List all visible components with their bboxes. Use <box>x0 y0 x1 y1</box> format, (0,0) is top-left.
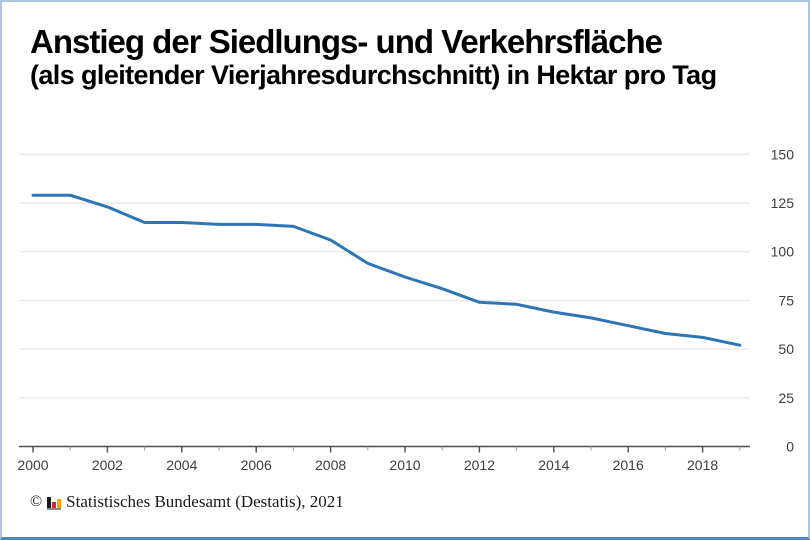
y-axis-tick-label: 75 <box>778 292 794 308</box>
y-axis-tick-label: 25 <box>778 390 794 406</box>
y-axis-tick-label: 150 <box>771 146 795 162</box>
y-axis-tick-label: 125 <box>771 195 795 211</box>
x-axis-tick-label: 2012 <box>464 457 495 473</box>
chart-header: Anstieg der Siedlungs- und Verkehrsfläch… <box>30 23 717 91</box>
y-axis-tick-label: 0 <box>786 439 794 455</box>
logo-bar-red <box>52 501 57 508</box>
page-title: Anstieg der Siedlungs- und Verkehrsfläch… <box>30 23 663 60</box>
source-attribution: © Statistisches Bundesamt (Destatis), 20… <box>30 492 344 512</box>
copyright-symbol: © <box>30 493 43 510</box>
x-axis-tick-label: 2002 <box>92 457 123 473</box>
destatis-logo-icon <box>47 495 62 510</box>
page-subtitle: (als gleitender Vierjahresdurchschnitt) … <box>30 60 717 90</box>
x-axis-tick-label: 2018 <box>687 457 718 473</box>
x-axis-tick-label: 2014 <box>538 457 569 473</box>
logo-baseline <box>47 507 62 510</box>
logo-bar-black <box>47 496 52 508</box>
source-text: Statistisches Bundesamt (Destatis), 2021 <box>66 492 344 511</box>
y-axis-tick-label: 100 <box>771 244 795 260</box>
x-axis-tick-label: 2000 <box>17 457 48 473</box>
x-axis-tick-label: 2004 <box>166 457 197 473</box>
y-axis-tick-label: 50 <box>778 341 794 357</box>
x-axis-tick-label: 2010 <box>389 457 420 473</box>
x-axis-tick-label: 2008 <box>315 457 346 473</box>
logo-bar-gold <box>57 498 62 508</box>
data-series-line <box>31 193 742 347</box>
x-axis-tick-label: 2006 <box>241 457 272 473</box>
x-axis-tick-label: 2016 <box>613 457 644 473</box>
